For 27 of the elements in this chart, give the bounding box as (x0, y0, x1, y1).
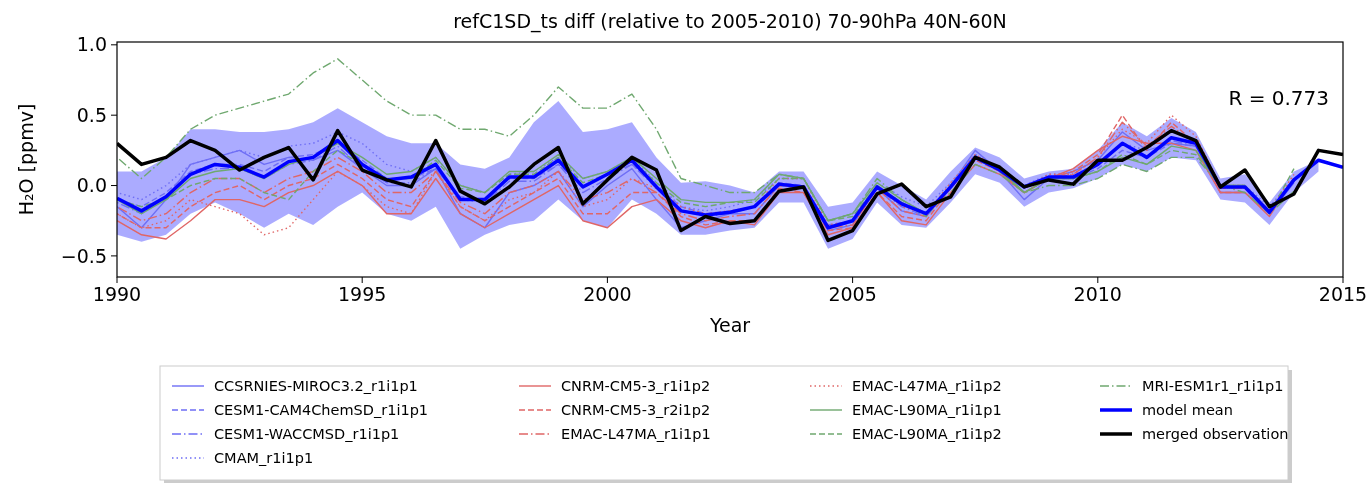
legend-label: CESM1-CAM4ChemSD_r1i1p1 (214, 402, 429, 419)
y-tick-label: 1.0 (76, 33, 107, 56)
legend-label: EMAC-L90MA_r1i1p1 (852, 402, 1002, 419)
y-tick-label: 0.0 (76, 174, 107, 197)
x-tick-label: 2015 (1318, 283, 1368, 305)
legend-label: model mean (1142, 402, 1233, 419)
legend-label: CESM1-WACCMSD_r1i1p1 (214, 426, 400, 443)
legend-label: MRI-ESM1r1_r1i1p1 (1142, 378, 1284, 395)
legend-label: EMAC-L47MA_r1i1p1 (561, 426, 711, 443)
legend-label: CCSRNIES-MIROC3.2_r1i1p1 (214, 378, 418, 395)
x-tick-label: 1990 (92, 283, 142, 305)
x-tick-label: 2005 (828, 283, 877, 305)
legend-label: CNRM-CM5-3_r1i1p2 (561, 378, 711, 395)
x-tick-label: 1995 (338, 283, 387, 305)
legend-label: merged observation (1142, 426, 1289, 443)
y-axis-title: H₂O [ppmv] (15, 103, 37, 216)
annotation: R = 0.773 (1228, 86, 1329, 110)
y-tick-label: −0.5 (60, 244, 107, 267)
x-tick-label: 2010 (1073, 283, 1122, 305)
x-tick-label: 2000 (583, 283, 632, 305)
legend-label: EMAC-L47MA_r1i1p2 (852, 378, 1002, 395)
legend-label: CMAM_r1i1p1 (214, 450, 314, 467)
y-tick-label: 0.5 (76, 103, 107, 126)
chart-title: refC1SD_ts diff (relative to 2005-2010) 70-90hPa 40N-60N (453, 10, 1007, 33)
legend-label: CNRM-CM5-3_r2i1p2 (561, 402, 711, 419)
x-axis-title: Year (708, 314, 751, 336)
legend-label: EMAC-L90MA_r1i1p2 (852, 426, 1002, 443)
